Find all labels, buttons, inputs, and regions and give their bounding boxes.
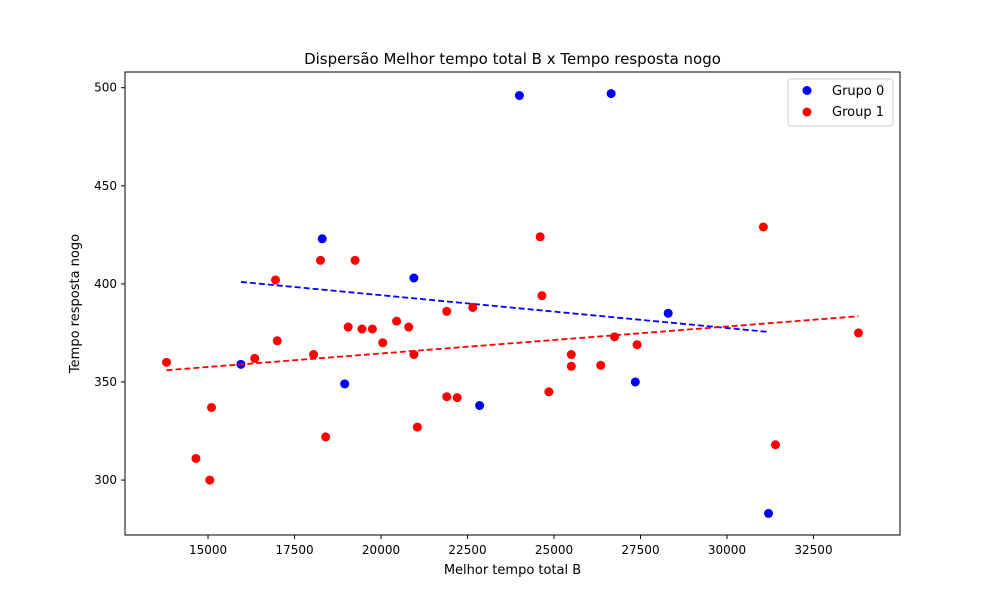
data-point-group-1-14 [378,338,388,348]
data-point-group-1-9 [321,432,331,442]
data-point-group-1-22 [468,302,478,312]
y-axis: 300 350 400 450 500 [94,81,125,487]
data-point-group-1-25 [544,387,554,397]
data-point-group-1-28 [596,360,606,370]
legend-label-grupo-0: Grupo 0 [832,84,884,99]
x-tick-label: 20000 [362,543,400,557]
data-point-group-1-21 [452,393,462,403]
data-point-group-1-11 [350,255,360,265]
data-point-grupo-0-4 [475,401,485,411]
data-point-group-1-4 [250,353,260,363]
data-point-grupo-0-1 [317,234,327,244]
data-point-group-1-5 [271,275,281,285]
data-point-group-1-27 [566,361,576,371]
x-tick-label: 32500 [794,543,832,557]
plot-frame [124,71,901,536]
data-point-group-1-20 [442,392,452,402]
x-axis: 15000 17500 20000 22500 25000 27500 30000 32500 [189,535,833,557]
data-point-group-1-10 [343,322,353,332]
data-point-group-1-19 [442,306,452,316]
y-tick-label: 450 [94,179,117,193]
data-point-group-1-15 [392,316,402,326]
legend-marker-group-1 [802,107,812,117]
data-point-grupo-0-3 [409,273,419,283]
x-axis-label: Melhor tempo total B [444,563,581,578]
data-point-group-1-0 [162,357,172,367]
chart-title: Dispersão Melhor tempo total B x Tempo r… [304,50,721,68]
data-point-grupo-0-6 [606,89,616,99]
data-point-group-1-29 [610,332,620,342]
y-tick-label: 400 [94,277,117,291]
data-point-group-1-12 [357,324,367,334]
data-point-group-1-24 [537,291,547,301]
data-point-group-1-17 [409,350,419,360]
legend: Grupo 0 Group 1 [787,78,894,127]
data-point-group-1-33 [853,328,863,338]
x-tick-label: 27500 [621,543,659,557]
data-point-grupo-0-9 [764,508,774,518]
x-tick-label: 22500 [448,543,486,557]
data-point-group-1-6 [272,336,282,346]
y-tick-label: 300 [94,473,117,487]
data-point-grupo-0-5 [514,91,524,101]
data-point-group-1-13 [367,324,377,334]
data-point-grupo-0-2 [340,379,350,389]
legend-box [787,78,894,127]
data-point-group-1-7 [309,350,319,360]
data-point-group-1-26 [566,350,576,360]
data-point-group-1-2 [205,475,215,485]
data-point-group-1-3 [206,402,216,412]
data-point-group-1-30 [632,340,642,350]
x-tick-label: 25000 [535,543,573,557]
data-point-group-1-16 [404,322,414,332]
x-tick-label: 15000 [189,543,227,557]
x-tick-label: 17500 [275,543,313,557]
data-point-group-1-32 [770,440,780,450]
trendline-group-1 [166,315,859,372]
data-point-group-1-18 [412,422,422,432]
data-point-group-1-31 [758,222,768,232]
trendline-grupo-0 [240,281,769,333]
data-point-grupo-0-7 [630,377,640,387]
data-point-group-1-23 [535,232,545,242]
data-point-grupo-0-8 [663,308,673,318]
data-point-group-1-1 [191,453,201,463]
y-tick-label: 350 [94,375,117,389]
y-axis-label: Tempo resposta nogo [68,234,83,374]
legend-marker-grupo-0 [802,86,812,95]
x-tick-label: 30000 [708,543,746,557]
legend-label-group-1: Group 1 [832,105,884,120]
y-tick-label: 500 [94,81,117,95]
data-point-group-1-8 [315,255,325,265]
